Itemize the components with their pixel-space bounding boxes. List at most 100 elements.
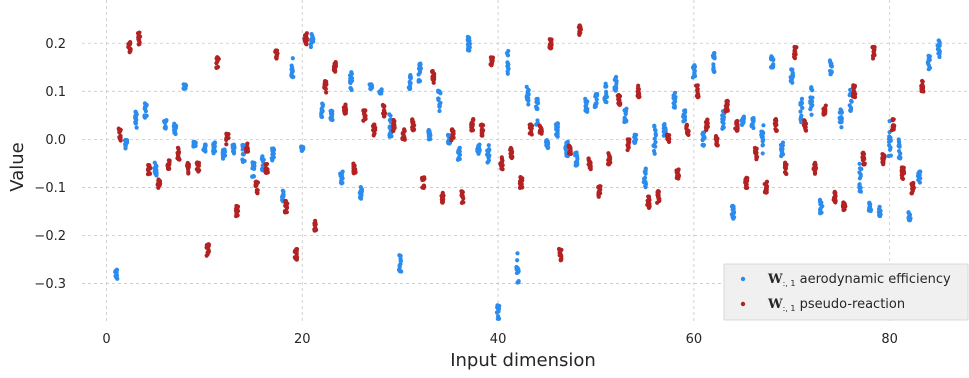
data-point	[666, 139, 672, 144]
data-point-cluster	[289, 56, 296, 80]
data-point	[731, 216, 736, 221]
data-point-cluster	[299, 144, 306, 153]
data-point-cluster	[341, 102, 349, 116]
data-point	[754, 153, 759, 159]
data-point-cluster	[596, 184, 603, 199]
data-point	[897, 143, 902, 148]
data-point	[255, 191, 260, 196]
data-point	[838, 115, 843, 120]
data-point	[515, 258, 520, 263]
data-point-cluster	[152, 160, 159, 178]
data-point-cluster	[504, 48, 511, 76]
data-point	[372, 131, 377, 136]
data-point	[704, 122, 709, 127]
data-point	[250, 174, 255, 179]
data-point	[643, 166, 648, 171]
data-point-cluster	[145, 163, 153, 177]
data-point-cluster	[655, 189, 662, 205]
data-point	[186, 171, 191, 176]
data-point	[526, 88, 531, 93]
data-point	[438, 100, 443, 106]
data-point	[861, 150, 866, 155]
data-point	[652, 151, 657, 156]
data-point-cluster	[361, 108, 368, 123]
data-point	[937, 54, 942, 60]
data-point	[936, 46, 941, 51]
data-point	[858, 172, 863, 177]
data-point	[867, 200, 872, 205]
data-point	[711, 55, 716, 60]
data-point	[340, 169, 345, 174]
data-point	[685, 129, 690, 134]
data-point	[868, 207, 874, 213]
data-point	[774, 128, 779, 133]
data-point-cluster	[798, 96, 805, 125]
data-point-cluster	[253, 179, 261, 196]
data-point	[695, 83, 700, 88]
data-point	[397, 263, 402, 268]
data-point-cluster	[400, 127, 407, 142]
data-point	[752, 145, 758, 151]
data-point	[175, 156, 180, 161]
data-point	[322, 80, 328, 85]
data-point-cluster	[161, 118, 169, 131]
data-point-cluster	[889, 117, 897, 133]
data-point-cluster	[351, 161, 358, 176]
data-point	[408, 75, 413, 80]
data-point	[341, 105, 347, 110]
data-point-cluster	[347, 70, 355, 93]
data-point-cluster	[586, 156, 593, 172]
data-point	[729, 212, 734, 217]
data-point	[918, 169, 923, 174]
data-point-cluster	[319, 101, 326, 120]
data-point-cluster	[909, 180, 916, 196]
data-point-cluster	[681, 108, 688, 124]
data-point-cluster	[406, 72, 413, 91]
data-point	[176, 151, 181, 156]
data-point	[779, 147, 784, 153]
data-point	[175, 145, 181, 150]
data-point	[920, 79, 925, 84]
data-point	[617, 94, 623, 99]
data-point	[280, 188, 285, 193]
data-point	[358, 185, 363, 190]
data-point	[652, 124, 657, 129]
series-aerodynamic-efficiency	[113, 31, 942, 321]
data-point	[584, 109, 589, 114]
data-point-cluster	[576, 23, 584, 37]
data-point	[810, 88, 815, 93]
data-point-cluster	[171, 121, 179, 137]
data-point	[437, 104, 442, 109]
data-point	[857, 176, 862, 181]
x-tick-label: 20	[294, 332, 311, 347]
data-point-cluster	[331, 60, 339, 74]
data-point	[406, 85, 411, 90]
x-axis-title: Input dimension	[450, 350, 596, 371]
data-point-cluster	[410, 117, 417, 133]
data-point	[770, 65, 775, 70]
data-point-cluster	[743, 175, 750, 191]
data-point	[653, 133, 659, 138]
data-point	[682, 108, 687, 113]
data-point	[499, 163, 504, 168]
data-point-cluster	[713, 134, 720, 148]
data-point-cluster	[419, 175, 427, 190]
data-point	[280, 193, 286, 199]
legend-symbol: W	[767, 272, 783, 287]
data-point	[457, 156, 462, 162]
data-point	[154, 171, 159, 176]
data-point	[539, 131, 544, 136]
data-point	[666, 136, 672, 141]
data-point	[790, 70, 795, 76]
y-tick-label: −0.2	[34, 229, 66, 244]
data-point	[172, 130, 177, 135]
data-point-cluster	[498, 155, 505, 172]
data-point	[114, 275, 119, 280]
data-point	[196, 168, 201, 173]
data-point	[289, 74, 294, 79]
data-point-cluster	[857, 161, 864, 194]
data-point-cluster	[429, 68, 437, 85]
data-point-cluster	[357, 185, 365, 201]
data-point-cluster	[850, 83, 858, 100]
legend-label: pseudo-reaction	[800, 297, 905, 312]
